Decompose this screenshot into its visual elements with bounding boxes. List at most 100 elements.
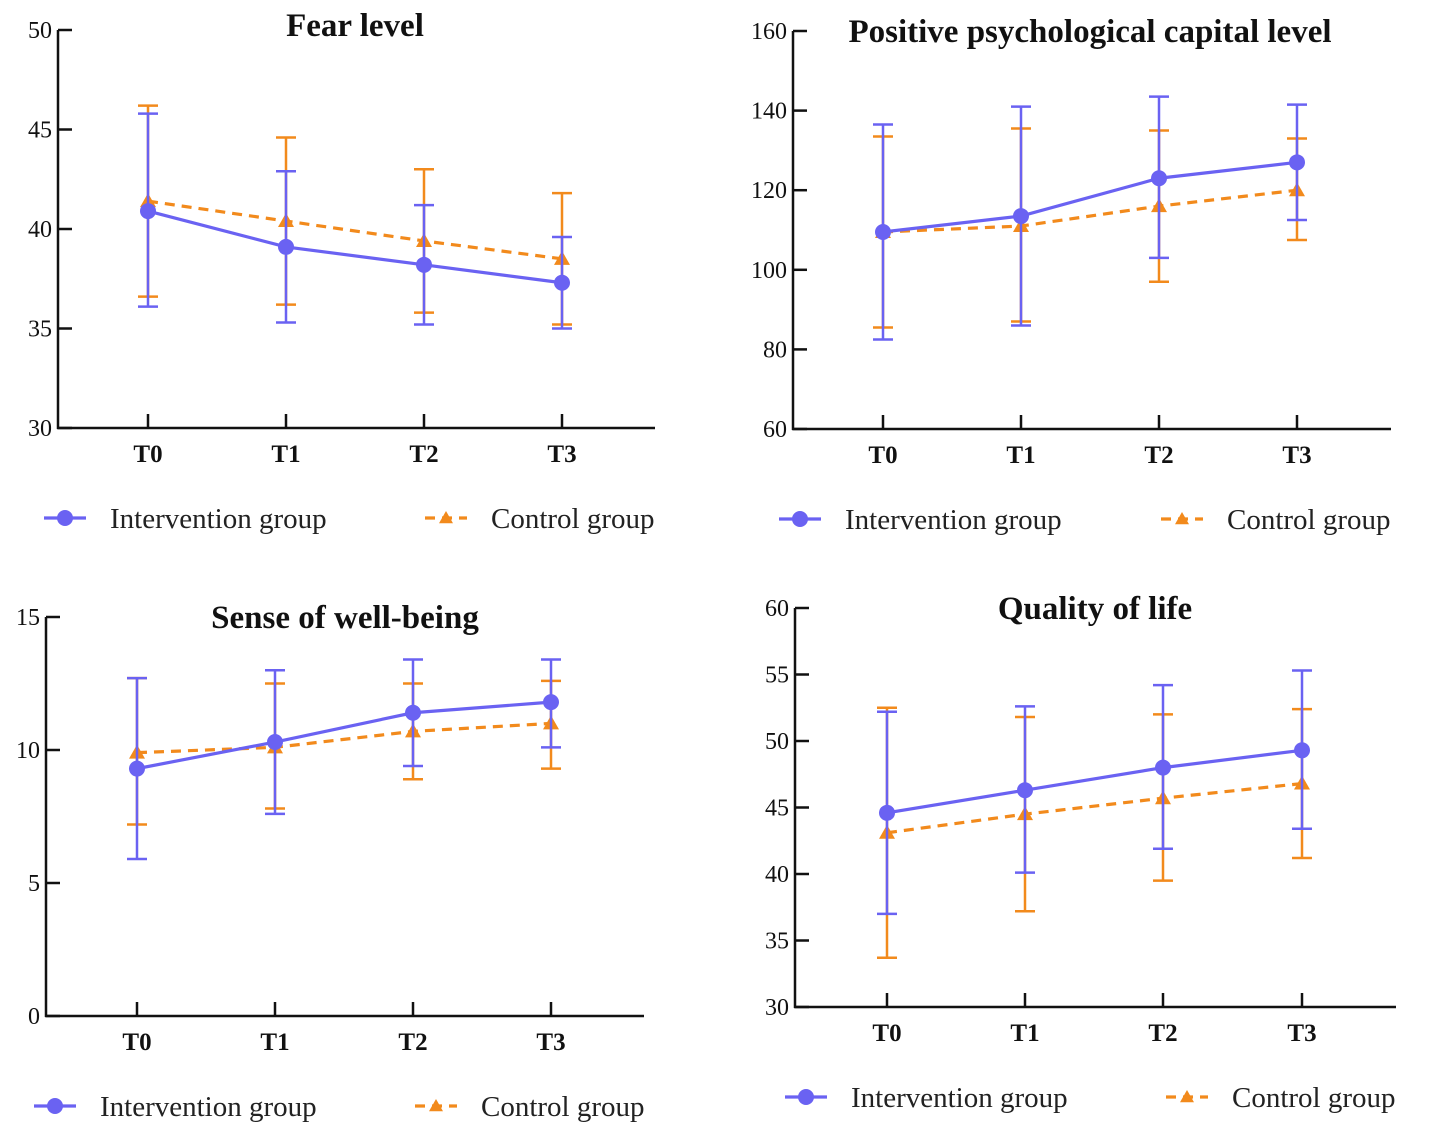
data-point-intervention-group-t2	[1151, 170, 1167, 187]
series-intervention-group	[873, 95, 1307, 341]
y-tick-label-40: 40	[765, 862, 789, 888]
x-tick-label-t1: T1	[260, 1029, 289, 1056]
data-point-intervention-group-t0	[875, 223, 891, 240]
legend-label-intervention: Intervention group	[851, 1082, 1068, 1114]
data-point-intervention-group-t3	[1294, 742, 1310, 759]
data-point-intervention-group-t3	[543, 694, 559, 711]
x-tick-label-t3: T3	[547, 441, 576, 468]
data-point-intervention-group-t1	[278, 238, 294, 255]
data-point-intervention-group-t1	[267, 734, 283, 751]
x-tick-label-t0: T0	[872, 1020, 901, 1047]
x-tick-label-t2: T2	[409, 441, 438, 468]
legend-label-intervention: Intervention group	[100, 1091, 317, 1123]
y-tick-label-0: 0	[28, 1004, 40, 1030]
legend-label-intervention: Intervention group	[845, 504, 1062, 536]
data-point-intervention-group-t0	[879, 804, 895, 821]
legend-label-control: Control group	[1232, 1082, 1396, 1114]
y-tick-label-30: 30	[28, 416, 52, 442]
x-tick-label-t2: T2	[1148, 1020, 1177, 1047]
series-control-group	[877, 706, 1312, 960]
legend-label-intervention: Intervention group	[110, 503, 327, 535]
data-point-intervention-group-t0	[140, 203, 156, 220]
series-line-control-group	[147, 199, 563, 261]
data-point-intervention-group-t1	[1013, 208, 1029, 225]
legend-label-control: Control group	[1227, 504, 1391, 536]
series-control-group	[138, 104, 572, 326]
series-intervention-group	[138, 112, 572, 330]
y-tick-label-35: 35	[765, 929, 789, 955]
x-tick-label-t0: T0	[868, 442, 897, 469]
y-tick-label-30: 30	[765, 995, 789, 1021]
chart-panel-sense-of-well-being: Sense of well-being 0 5 10 15 T0 T1 T2 T3 Interve…	[0, 580, 700, 1133]
y-tick-label-45: 45	[28, 118, 52, 144]
y-tick-label-120: 120	[751, 178, 787, 204]
y-tick-label-55: 55	[765, 663, 789, 689]
y-tick-label-160: 160	[751, 19, 787, 45]
chart-panel-fear-level: Fear level 30 35 40 45 50 T0 T1 T2 T3 Intervention…	[0, 0, 700, 560]
y-tick-label-60: 60	[765, 596, 789, 622]
series-line-control-group	[882, 188, 1298, 234]
x-tick-label-t3: T3	[1287, 1020, 1316, 1047]
y-tick-label-40: 40	[28, 217, 52, 243]
series-intervention-group	[877, 669, 1312, 916]
series-line-intervention-group	[147, 209, 563, 285]
legend: Intervention group Control group	[779, 504, 1391, 536]
y-tick-label-35: 35	[28, 317, 52, 343]
legend-swatch-marker-intervention	[57, 510, 73, 526]
legend: Intervention group Control group	[785, 1082, 1396, 1114]
y-tick-label-100: 100	[751, 258, 787, 284]
series-line-intervention-group	[886, 748, 1303, 815]
data-point-intervention-group-t3	[1289, 154, 1305, 171]
series-line-intervention-group	[882, 160, 1298, 234]
y-tick-label-140: 140	[751, 99, 787, 125]
y-tick-label-45: 45	[765, 796, 789, 822]
y-tick-label-50: 50	[765, 729, 789, 755]
chart-title-fear-level: Fear level	[286, 8, 424, 44]
y-tick-label-5: 5	[28, 871, 40, 897]
legend-swatch-marker-control	[439, 511, 453, 524]
chart-title-quality-of-life: Quality of life	[998, 591, 1192, 627]
legend-swatch-marker-control	[1180, 1090, 1194, 1103]
chart-svg-quality-of-life: Quality of life 30 35 40 45 50 55 60 T0 T1 T2 T3 Int…	[765, 591, 1396, 1114]
y-tick-label-50: 50	[28, 18, 52, 44]
y-tick-label-10: 10	[16, 738, 40, 764]
legend-label-control: Control group	[491, 503, 655, 535]
y-tick-label-60: 60	[763, 417, 787, 443]
legend: Intervention group Control group	[44, 503, 655, 535]
data-point-intervention-group-t2	[416, 256, 432, 273]
legend-label-control: Control group	[481, 1091, 645, 1123]
chart-svg-sense-of-well-being: Sense of well-being 0 5 10 15 T0 T1 T2 T3 Interve…	[16, 600, 645, 1123]
series-control-group	[127, 676, 561, 826]
legend-swatch-marker-intervention	[798, 1089, 814, 1105]
data-point-intervention-group-t1	[1017, 782, 1033, 799]
legend-swatch-marker-intervention	[792, 511, 808, 527]
x-tick-label-t1: T1	[1010, 1020, 1039, 1047]
x-tick-label-t2: T2	[1144, 442, 1173, 469]
series-control-group	[873, 127, 1307, 329]
chart-panel-positive-psychological-capital-level: Positive psychological capital level 60 80…	[715, 0, 1429, 560]
legend-swatch-marker-intervention	[47, 1098, 63, 1114]
legend: Intervention group Control group	[34, 1091, 645, 1123]
chart-svg-fear-level: Fear level 30 35 40 45 50 T0 T1 T2 T3 Intervention…	[28, 8, 655, 535]
x-tick-label-t2: T2	[398, 1029, 427, 1056]
y-tick-label-80: 80	[763, 337, 787, 363]
data-point-intervention-group-t0	[129, 760, 145, 777]
legend-swatch-marker-control	[429, 1099, 443, 1112]
chart-title-sense-of-well-being: Sense of well-being	[211, 600, 479, 636]
x-tick-label-t1: T1	[1006, 442, 1035, 469]
x-tick-label-t1: T1	[271, 441, 300, 468]
x-tick-label-t3: T3	[1282, 442, 1311, 469]
series-line-intervention-group	[136, 700, 552, 771]
chart-panel-quality-of-life: Quality of life 30 35 40 45 50 55 60 T0 T1 T2 T3 Int…	[715, 580, 1429, 1133]
series-intervention-group	[127, 658, 561, 861]
data-point-intervention-group-t3	[554, 274, 570, 291]
legend-swatch-marker-control	[1175, 512, 1189, 525]
data-point-intervention-group-t2	[1155, 759, 1171, 776]
x-tick-label-t3: T3	[536, 1029, 565, 1056]
series-line-control-group	[136, 721, 552, 755]
chart-title-positive-psychological-capital-level: Positive psychological capital level	[848, 14, 1331, 50]
x-tick-label-t0: T0	[133, 441, 162, 468]
series-line-control-group	[886, 781, 1303, 835]
y-tick-label-15: 15	[16, 605, 40, 631]
chart-svg-positive-psychological-capital-level: Positive psychological capital level 60 80…	[751, 14, 1391, 536]
